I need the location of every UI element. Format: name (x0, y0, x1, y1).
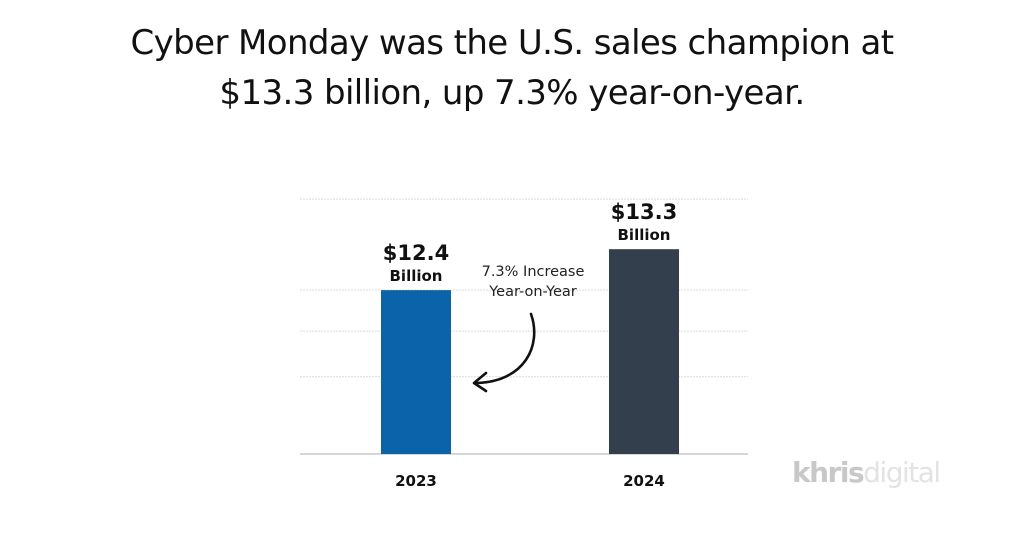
x-tick-label-2024: 2024 (623, 472, 665, 490)
data-label-value-2024: $13.3 (611, 200, 677, 224)
x-axis-ticks: 2023 2024 (395, 472, 665, 490)
bar-2024 (609, 249, 679, 454)
watermark-bold: khris (792, 456, 865, 489)
annotation: 7.3% Increase Year-on-Year (472, 264, 585, 393)
headline: Cyber Monday was the U.S. sales champion… (0, 18, 1024, 118)
x-tick-label-2023: 2023 (395, 472, 437, 490)
bars (381, 249, 679, 454)
annotation-line-2: Year-on-Year (488, 284, 577, 300)
headline-line-1: Cyber Monday was the U.S. sales champion… (130, 23, 894, 63)
curved-arrow-icon (474, 312, 536, 385)
data-label-unit-2023: Billion (390, 267, 443, 285)
gridlines (300, 198, 748, 455)
annotation-line-1: 7.3% Increase (482, 264, 585, 280)
arrow-head-icon (472, 371, 488, 393)
bar-2023 (381, 290, 451, 454)
watermark-logo: khrisdigital (792, 456, 941, 489)
watermark-light: digital (863, 456, 941, 489)
data-label-value-2023: $12.4 (383, 241, 449, 265)
data-label-unit-2024: Billion (618, 226, 671, 244)
data-labels: $12.4 Billion $13.3 Billion (383, 200, 677, 285)
headline-line-2: $13.3 billion, up 7.3% year-on-year. (219, 73, 805, 113)
